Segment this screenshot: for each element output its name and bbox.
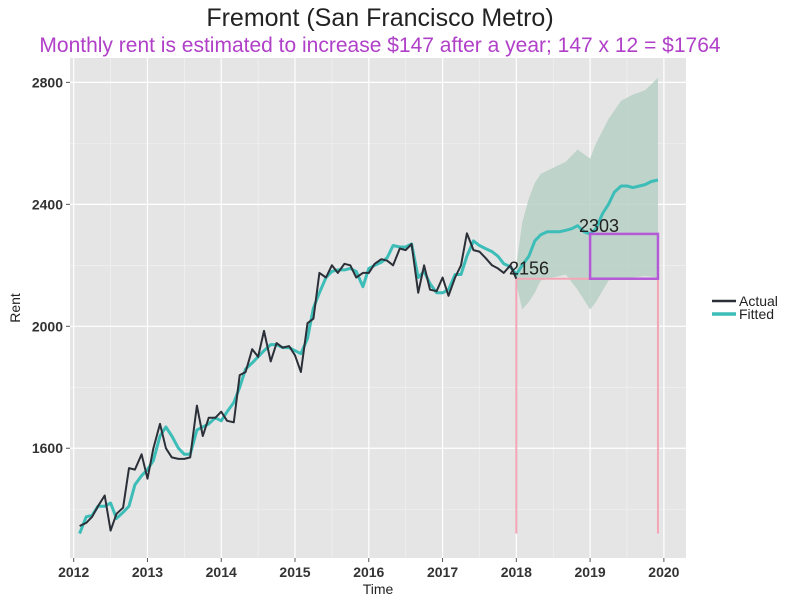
x-tick-label: 2014 [206,564,237,580]
value-annotation: 2303 [579,216,619,236]
y-tick-label: 2400 [32,196,63,212]
x-tick-label: 2018 [501,564,532,580]
x-tick-label: 2016 [353,564,384,580]
x-tick-label: 2019 [575,564,606,580]
value-annotation: 2156 [509,258,549,278]
x-axis-label: Time [363,581,394,597]
y-tick-label: 2800 [32,74,63,90]
x-tick-label: 2017 [427,564,458,580]
y-tick-label: 2000 [32,318,63,334]
x-tick-label: 2020 [648,564,679,580]
y-axis-label: Rent [7,293,23,323]
plot-panel [70,58,686,558]
x-tick-label: 2015 [279,564,310,580]
y-tick-label: 1600 [32,440,63,456]
x-tick-label: 2012 [58,564,89,580]
legend-label-fitted: Fitted [739,306,774,322]
x-tick-label: 2013 [132,564,163,580]
